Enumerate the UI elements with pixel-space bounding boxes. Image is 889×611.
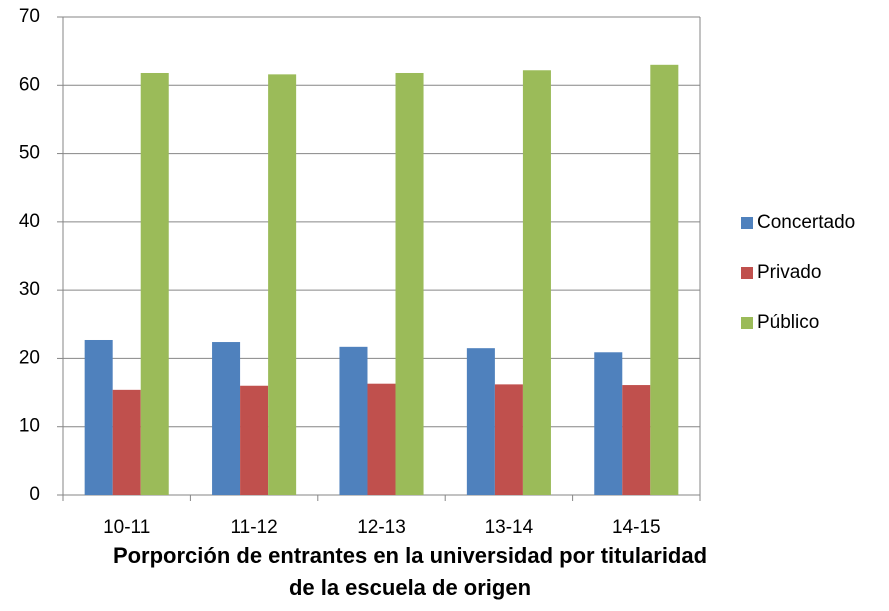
bar [594, 352, 623, 495]
bar [140, 72, 169, 495]
legend-swatch [741, 267, 753, 279]
x-tick-label: 10-11 [103, 517, 150, 538]
bar [622, 385, 651, 495]
y-tick-label: 40 [19, 211, 40, 232]
y-tick-label: 60 [19, 74, 40, 95]
x-tick-label: 11-12 [231, 517, 278, 538]
x-tick-label: 13-14 [485, 517, 534, 538]
legend-swatch [741, 217, 753, 229]
legend-label: Concertado [757, 212, 855, 233]
bar [268, 74, 297, 496]
x-tick-label: 14-15 [612, 517, 661, 538]
bar [650, 64, 679, 496]
chart-title: Porporción de entrantes en la universida… [112, 543, 708, 600]
y-tick-label: 0 [29, 484, 40, 505]
bar [466, 348, 495, 495]
y-tick-label: 30 [19, 279, 40, 300]
bar [522, 70, 551, 496]
bar [367, 383, 396, 495]
legend-label: Privado [757, 262, 821, 283]
legend-swatch [741, 317, 753, 329]
bar [395, 72, 424, 495]
y-tick-label: 70 [19, 6, 40, 27]
bar [112, 389, 141, 495]
y-tick-label: 20 [19, 347, 40, 368]
x-tick-label: 12-13 [357, 517, 406, 538]
bar [240, 385, 269, 495]
bar [339, 346, 368, 495]
y-tick-label: 10 [19, 416, 40, 437]
bar [212, 342, 241, 495]
bar [84, 339, 113, 495]
legend-label: Público [757, 312, 819, 333]
bar [494, 384, 523, 495]
y-tick-label: 50 [19, 143, 40, 164]
